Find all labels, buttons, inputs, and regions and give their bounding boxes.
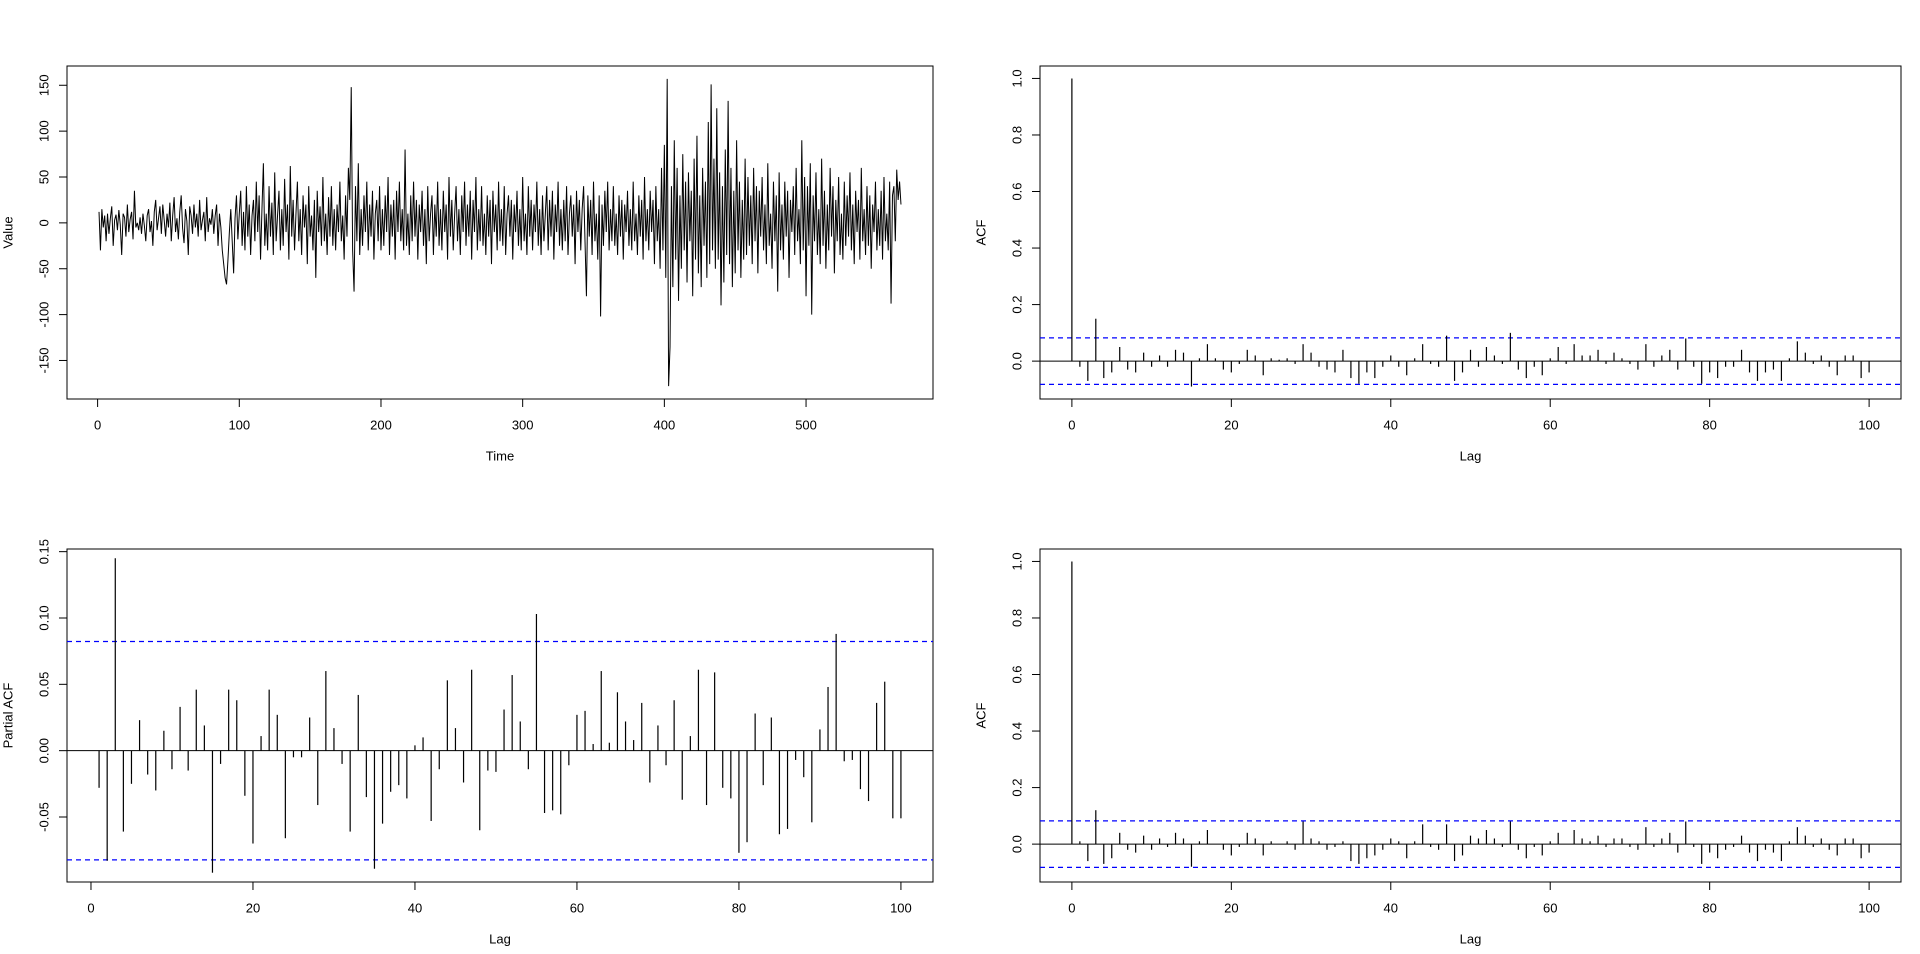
plot-frame [1039, 548, 1902, 883]
y-tick-label: 0.00 [36, 738, 51, 763]
x-tick-label: 60 [1543, 417, 1557, 432]
y-tick-label: 1.0 [1009, 552, 1024, 570]
x-tick-label: 40 [408, 900, 422, 915]
x-tick-label: 100 [890, 900, 912, 915]
x-tick-label: 100 [228, 417, 250, 432]
y-tick-label: 150 [36, 74, 51, 96]
y-tick-label: 0.10 [36, 605, 51, 630]
y-tick-label: 0.6 [1009, 182, 1024, 200]
y-axis-label: Value [0, 216, 15, 248]
y-tick-label: 0.0 [1009, 835, 1024, 853]
y-tick-label: 0.8 [1009, 609, 1024, 627]
x-tick-label: 80 [1702, 417, 1716, 432]
y-tick-label: 1.0 [1009, 69, 1024, 87]
y-tick-label: -150 [36, 347, 51, 373]
x-axis-label: Lag [1460, 931, 1482, 946]
y-tick-label: 0 [36, 219, 51, 226]
x-tick-label: 100 [1858, 417, 1880, 432]
y-tick-label: -50 [36, 259, 51, 278]
x-tick-label: 0 [87, 900, 94, 915]
x-tick-label: 20 [1224, 417, 1238, 432]
x-tick-label: 0 [1068, 417, 1075, 432]
y-tick-label: -100 [36, 302, 51, 328]
y-axis-label: ACF [973, 219, 988, 245]
x-tick-label: 20 [246, 900, 260, 915]
x-tick-label: 400 [654, 417, 676, 432]
x-tick-label: 80 [1702, 900, 1716, 915]
x-axis-label: Lag [1460, 448, 1482, 463]
y-tick-label: 100 [36, 120, 51, 142]
y-tick-label: 0.0 [1009, 352, 1024, 370]
y-tick-label: -0.05 [36, 802, 51, 832]
y-tick-label: 0.8 [1009, 126, 1024, 144]
x-tick-label: 0 [1068, 900, 1075, 915]
x-tick-label: 500 [795, 417, 817, 432]
x-tick-label: 60 [1543, 900, 1557, 915]
x-tick-label: 100 [1858, 900, 1880, 915]
x-tick-label: 300 [512, 417, 534, 432]
x-tick-label: 60 [570, 900, 584, 915]
x-tick-label: 40 [1384, 900, 1398, 915]
x-axis-label: Time [486, 448, 514, 463]
x-tick-label: 20 [1224, 900, 1238, 915]
x-tick-label: 80 [732, 900, 746, 915]
y-axis-label: Partial ACF [0, 683, 15, 749]
y-tick-label: 50 [36, 170, 51, 184]
plot-frame [66, 548, 934, 883]
plot-frame [1039, 65, 1902, 400]
x-tick-label: 200 [370, 417, 392, 432]
y-tick-label: 0.15 [36, 539, 51, 564]
y-tick-label: 0.05 [36, 672, 51, 697]
y-tick-label: 0.4 [1009, 239, 1024, 257]
x-tick-label: 0 [94, 417, 101, 432]
x-tick-label: 40 [1384, 417, 1398, 432]
y-tick-label: 0.6 [1009, 665, 1024, 683]
y-tick-label: 0.2 [1009, 779, 1024, 797]
series-line [98, 78, 902, 387]
x-axis-label: Lag [489, 931, 511, 946]
y-tick-label: 0.2 [1009, 296, 1024, 314]
y-axis-label: ACF [973, 702, 988, 728]
y-tick-label: 0.4 [1009, 722, 1024, 740]
